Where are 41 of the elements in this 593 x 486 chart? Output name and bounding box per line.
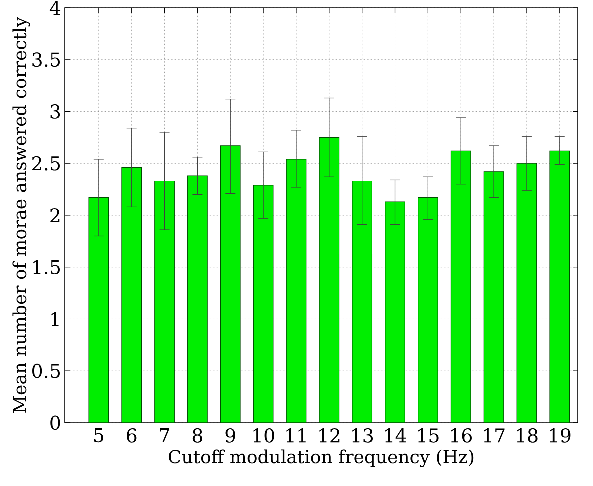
x-tick-label: 16 [451, 428, 472, 443]
bar [154, 181, 175, 423]
y-tick-label: 3 [50, 104, 60, 119]
bar [385, 202, 406, 423]
y-tick-label: 4 [50, 0, 61, 16]
bar [451, 151, 471, 423]
y-tick-label: 0.5 [32, 364, 60, 378]
y-tick-label: 1 [52, 312, 59, 326]
bar [188, 176, 208, 423]
bar [352, 181, 372, 423]
bar [286, 159, 306, 423]
bar [254, 185, 274, 423]
bar [550, 150, 570, 423]
bar [122, 168, 142, 423]
bar [517, 164, 537, 423]
x-tick-label: 11 [286, 428, 306, 443]
y-axis-title: Mean number of morae answered correctly [12, 17, 30, 414]
x-tick-label: 7 [160, 428, 170, 442]
x-tick-label: 5 [94, 428, 104, 443]
bar [320, 138, 340, 423]
y-tick-label: 0 [50, 416, 60, 430]
x-tick-label: 9 [226, 428, 236, 443]
x-tick-label: 6 [127, 428, 137, 443]
bar [418, 198, 438, 423]
y-tick-label: 2.5 [32, 156, 60, 171]
x-tick-label: 18 [517, 428, 538, 443]
x-tick-label: 17 [484, 428, 505, 443]
bar [89, 198, 109, 423]
x-tick-label: 8 [192, 428, 202, 443]
x-tick-label: 10 [254, 428, 274, 443]
y-tick-label: 1.5 [34, 260, 60, 275]
x-tick-label: 15 [418, 428, 439, 443]
x-tick-label: 19 [550, 428, 571, 443]
y-tick-label: 3.5 [32, 52, 60, 68]
y-tick-label: 2 [50, 208, 60, 223]
x-tick-label: 13 [352, 428, 374, 443]
x-axis-title: Cutoff modulation frequency (Hz) [168, 450, 474, 468]
x-tick-label: 14 [385, 428, 406, 443]
bar [220, 146, 241, 423]
x-tick-label: 12 [320, 428, 340, 443]
bar [484, 172, 504, 423]
